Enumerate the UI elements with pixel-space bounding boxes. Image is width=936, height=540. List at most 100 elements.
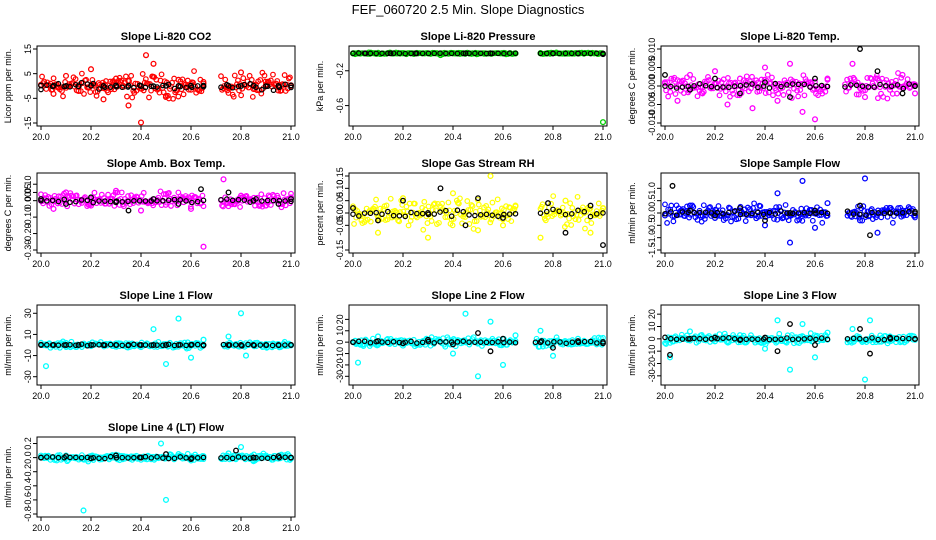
data-point: [567, 200, 574, 207]
reference-point: [512, 50, 519, 57]
reference-point: [487, 50, 494, 57]
reference-point: [737, 82, 744, 89]
x-tick-label: 20.2: [394, 132, 412, 142]
reference-point: [113, 452, 119, 459]
data-point: [50, 90, 57, 97]
reference-point: [760, 211, 767, 218]
reference-point: [84, 454, 91, 461]
reference-point: [912, 335, 918, 342]
reference-point: [218, 84, 224, 91]
data-point: [237, 192, 245, 199]
reference-point: [238, 342, 244, 348]
reference-point: [275, 342, 282, 348]
data-point: [199, 192, 206, 199]
reference-point: [259, 86, 265, 93]
data-point: [728, 218, 734, 225]
data-point: [175, 76, 182, 83]
reference-point: [784, 210, 790, 216]
data-point: [539, 201, 546, 208]
reference-point: [778, 208, 784, 214]
reference-point: [489, 212, 496, 218]
data-point: [397, 209, 404, 215]
x-tick-label: 20.6: [182, 391, 200, 401]
reference-point: [96, 455, 102, 462]
data-point: [574, 193, 581, 200]
data-point: [805, 79, 812, 86]
data-point: [474, 227, 482, 234]
y-tick-label: -10: [647, 345, 657, 358]
data-point: [78, 70, 85, 77]
reference-point: [587, 202, 594, 209]
x-tick-label: 20.0: [344, 132, 362, 142]
reference-point: [61, 196, 68, 203]
data-point: [487, 219, 494, 226]
data-point: [799, 177, 806, 184]
reference-point: [379, 211, 385, 218]
data-point: [267, 77, 274, 84]
x-tick-label: 20.4: [756, 391, 774, 401]
y-tick-label: 5: [23, 71, 33, 76]
reference-point: [229, 455, 236, 462]
data-point: [162, 496, 170, 503]
data-point: [129, 94, 136, 101]
reference-point: [350, 205, 356, 212]
reference-point: [275, 201, 282, 207]
reference-point: [437, 50, 443, 57]
data-point: [824, 200, 831, 207]
data-point: [761, 222, 769, 229]
x-tick-label: 20.2: [82, 259, 100, 269]
reference-point: [150, 83, 157, 90]
figure-title: FEF_060720 2.5 Min. Slope Diagnostics: [351, 2, 585, 17]
reference-point: [842, 84, 848, 90]
data-point: [799, 320, 806, 328]
reference-point: [125, 342, 132, 348]
reference-point: [396, 212, 403, 219]
data-point: [799, 108, 806, 115]
reference-point: [175, 201, 182, 207]
data-point: [387, 195, 394, 202]
reference-point: [899, 335, 906, 342]
data-point: [721, 330, 728, 337]
reference-point: [224, 196, 230, 202]
reference-point: [789, 81, 796, 87]
data-point: [679, 206, 686, 212]
reference-point: [575, 50, 581, 57]
data-point: [668, 202, 675, 209]
reference-point: [787, 94, 793, 101]
reference-point: [774, 348, 781, 355]
reference-point: [550, 50, 556, 57]
subplot-title: Slope Li-820 Temp.: [740, 31, 839, 43]
data-point: [146, 94, 152, 101]
reference-point: [102, 84, 108, 91]
data-point: [569, 204, 576, 211]
data-point: [694, 93, 701, 100]
data-point: [198, 88, 205, 95]
reference-point: [188, 342, 194, 348]
reference-point: [562, 229, 569, 236]
reference-point: [150, 342, 157, 348]
reference-point: [194, 83, 201, 89]
reference-point: [912, 83, 918, 89]
reference-point: [850, 335, 857, 342]
reference-point: [762, 334, 768, 341]
reference-point: [107, 453, 114, 460]
data-point: [811, 224, 819, 231]
data-point: [799, 217, 806, 224]
reference-point: [288, 82, 294, 89]
reference-point: [131, 454, 137, 461]
reference-point: [198, 186, 204, 193]
reference-point: [600, 210, 606, 216]
reference-point: [662, 71, 668, 78]
data-point: [222, 76, 229, 83]
data-point: [162, 191, 170, 198]
reference-point: [250, 197, 257, 204]
data-point: [200, 456, 207, 463]
y-tick-label: 0.05: [335, 192, 345, 210]
reference-point: [587, 213, 594, 220]
reference-point: [668, 335, 674, 342]
data-point: [719, 207, 726, 214]
reference-point: [165, 455, 172, 462]
reference-point: [50, 342, 57, 348]
reference-point: [175, 83, 182, 89]
subplot-title: Slope Li-820 CO2: [121, 31, 211, 43]
